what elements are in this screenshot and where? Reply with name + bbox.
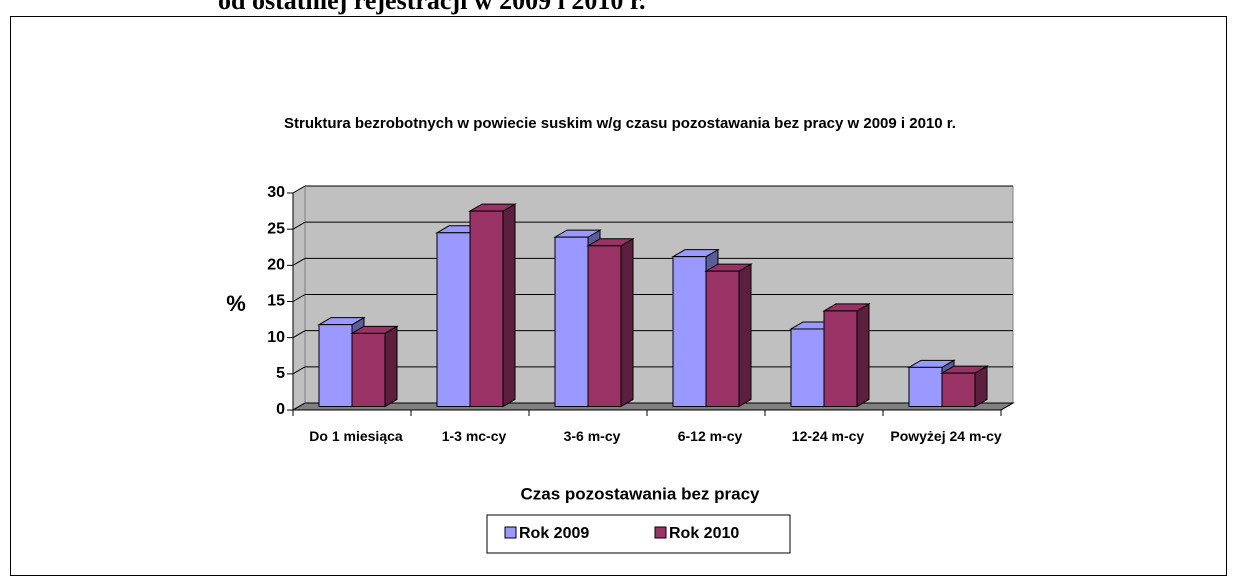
y-tick-label: 5 [276,365,285,382]
bar [587,245,622,407]
bar-side [856,303,870,408]
x-tick-label: 6-12 m-cy [677,428,743,444]
bar [469,210,504,407]
legend-label: Rok 2010 [669,525,739,542]
bar [823,310,858,407]
bar [790,328,825,407]
legend-swatch [654,526,667,539]
x-tick-label: 12-24 m-cy [791,428,865,444]
y-axis-title: % [226,291,246,316]
y-tick-label: 25 [267,220,285,237]
bar [318,324,353,407]
bar-side [502,203,516,408]
x-tick-label: 1-3 mc-cy [441,428,507,444]
grid-line-side [292,330,306,339]
bar [672,256,707,407]
grid-line-side [292,294,306,302]
grid-line-side [292,185,306,194]
grid-line-side [292,366,306,375]
legend-swatch [504,526,517,539]
x-tick-label: 3-6 m-cy [563,428,621,444]
y-tick-label: 10 [267,329,285,346]
chart-title: Struktura bezrobotnych w powiecie suskim… [284,115,956,132]
bar [908,366,943,407]
y-tick-label: 15 [267,293,285,310]
y-tick-label: 0 [276,401,285,418]
grid-line-side [292,221,306,230]
x-axis-depth [1000,402,1014,411]
floor [291,402,1015,411]
bar [554,236,589,407]
grid-line-side [292,257,306,266]
bar [351,332,386,407]
bar [941,372,976,407]
bar-side [738,263,752,408]
bar [705,270,740,407]
x-tick-label: Powyżej 24 m-cy [890,428,1002,444]
x-axis-title: Czas pozostawania bez pracy [520,484,760,503]
bar-side [384,325,398,408]
grid-line-side [292,402,306,411]
bar [436,232,471,407]
x-tick-label: Do 1 miesiąca [309,428,403,444]
legend [486,514,791,554]
y-tick-label: 30 [267,184,285,201]
heading: od ostatniej rejestracji w 2009 i 2010 r… [218,0,646,15]
legend-label: Rok 2009 [519,525,589,542]
y-tick-label: 20 [267,257,285,274]
bar-side [620,237,634,408]
